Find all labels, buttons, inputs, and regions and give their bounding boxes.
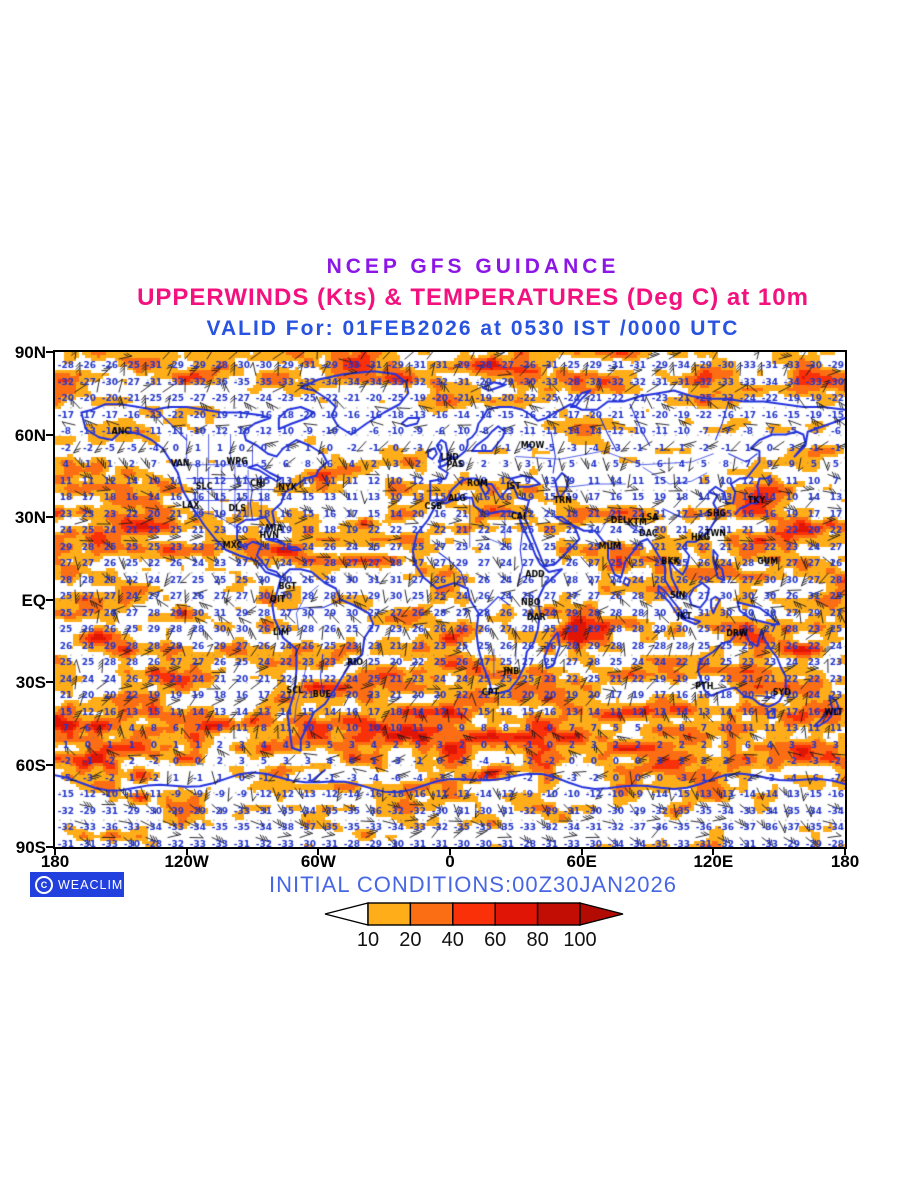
lon-label: 60W [300, 852, 336, 871]
lat-label: 90N [14, 343, 46, 362]
title-block: NCEP GFS GUIDANCE UPPERWINDS (Kts) & TEM… [46, 252, 900, 344]
lat-label: 60N [14, 425, 46, 445]
lon-tick [712, 847, 715, 855]
initial-conditions-text: INITIAL CONDITIONS:00Z30JAN2026 [269, 872, 677, 897]
lon-label: 120E [693, 852, 734, 871]
valid-time-line: VALID For: 01FEB2026 at 0530 IST /0000 U… [206, 317, 740, 340]
lat-tick [46, 351, 55, 353]
weaclim-badge[interactable]: C WEACLIM [30, 872, 124, 897]
lon-label: 180 [40, 852, 70, 871]
lon-tick [580, 847, 583, 855]
colorbar-arrow [579, 902, 624, 926]
wind-speed-colorbar: 10 20 40 60 80 100 [324, 902, 624, 951]
lat-tick [46, 763, 55, 766]
lon-label: 120W [164, 852, 209, 871]
lat-tick [46, 516, 55, 518]
colorbar-segment [409, 902, 454, 926]
lat-label: 90S [15, 838, 46, 857]
colorbar-label: 10 [357, 929, 379, 951]
colorbar-label: 40 [442, 929, 464, 951]
colorbar-label: 60 [484, 929, 506, 951]
lat-label: 60S [15, 755, 46, 775]
lon-label: 180 [830, 852, 860, 871]
lon-label: 60E [566, 852, 597, 871]
lat-tick [46, 433, 55, 436]
lon-tick [844, 847, 846, 855]
lon-label: 0 [445, 852, 455, 871]
colorbar-segment [452, 902, 496, 926]
colorbar-label: 100 [563, 929, 596, 951]
lat-label: EQ [21, 590, 46, 610]
lat-label: 30N [14, 508, 46, 527]
lon-tick [185, 847, 188, 855]
colorbar-label: 80 [526, 929, 548, 951]
chart-subtitle: UPPERWINDS (Kts) & TEMPERATURES (Deg C) … [137, 284, 809, 311]
colorbar-segment [494, 902, 539, 926]
colorbar-arrow [324, 902, 369, 926]
lat-tick [46, 846, 55, 848]
world-wind-temperature-map [55, 352, 845, 847]
lat-tick [46, 681, 55, 683]
chart-title: NCEP GFS GUIDANCE [326, 255, 620, 278]
lon-tick [449, 847, 451, 855]
lon-tick [54, 847, 56, 855]
colorbar-segment [367, 902, 412, 926]
lat-tick [46, 598, 55, 601]
lon-tick [317, 847, 320, 855]
colorbar-label: 20 [399, 929, 421, 951]
copyright-icon: C [35, 875, 53, 894]
weaclim-label: WEACLIM [58, 877, 124, 892]
lat-label: 30S [15, 673, 46, 692]
colorbar-segment [536, 902, 581, 926]
